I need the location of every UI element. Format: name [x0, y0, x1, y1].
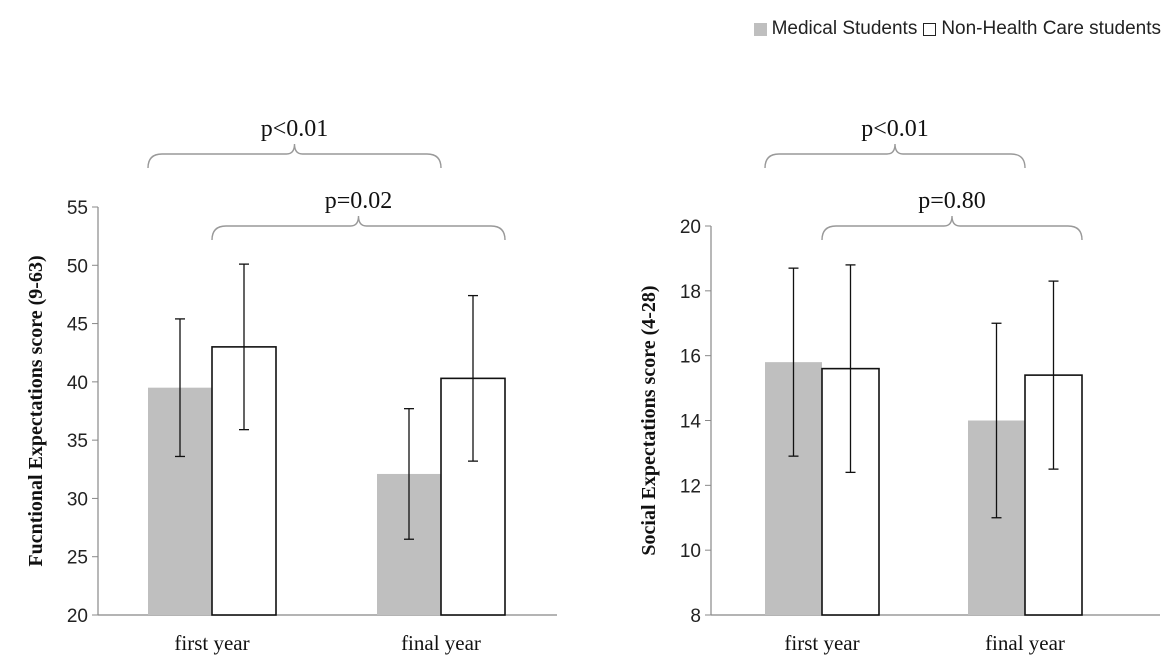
y-tick-label: 25 [67, 548, 88, 569]
social-expectations-chart: 8 10 12 14 16 18 20 Social Expectations score (… [638, 116, 1160, 655]
p-value-label: p=0.80 [918, 188, 986, 214]
y-tick-label: 40 [67, 373, 88, 394]
significance-bracket [147, 143, 442, 169]
p-value-label: p<0.01 [261, 116, 329, 142]
significance-bracket [821, 215, 1083, 241]
y-tick-label: 18 [680, 282, 701, 303]
p-value-label: p=0.02 [325, 188, 393, 214]
chart-legend: Medical Students Non-Health Care student… [748, 18, 1161, 40]
legend-item-medical: Medical Students [753, 18, 918, 40]
y-axis-title: Fucntional Expectations score (9-63) [25, 255, 47, 566]
y-tick-label: 50 [67, 256, 88, 277]
y-tick-label: 30 [67, 489, 88, 510]
y-tick-label: 12 [680, 476, 701, 497]
y-tick-label: 45 [67, 315, 88, 336]
legend-label-non-health: Non-Health Care students [941, 18, 1161, 39]
bar-non-health [440, 377, 506, 616]
y-tick-label: 14 [680, 412, 702, 433]
y-tick-label: 20 [67, 606, 88, 627]
x-tick-label: final year [985, 631, 1065, 655]
x-tick-label: final year [401, 631, 481, 655]
legend-swatch-medical [753, 22, 767, 36]
legend-label-medical: Medical Students [771, 18, 918, 39]
y-tick-label: 16 [680, 347, 701, 368]
y-tick-label: 10 [680, 541, 701, 562]
y-tick-label: 20 [680, 217, 701, 238]
significance-bracket [211, 215, 506, 241]
significance-bracket [764, 143, 1026, 169]
y-tick-label: 55 [67, 198, 88, 219]
x-tick-label: first year [784, 631, 859, 655]
y-tick-label: 8 [690, 606, 701, 627]
x-tick-label: first year [174, 631, 249, 655]
functional-expectations-chart: 20 25 30 35 40 45 50 55 Fucntional Expectations … [25, 116, 557, 655]
legend-item-non-health: Non-Health Care students [923, 18, 1161, 40]
y-axis-title: Social Expectations score (4-28) [638, 285, 660, 555]
y-tick-label: 35 [67, 431, 88, 452]
legend-swatch-non-health [923, 22, 937, 36]
p-value-label: p<0.01 [861, 116, 929, 142]
